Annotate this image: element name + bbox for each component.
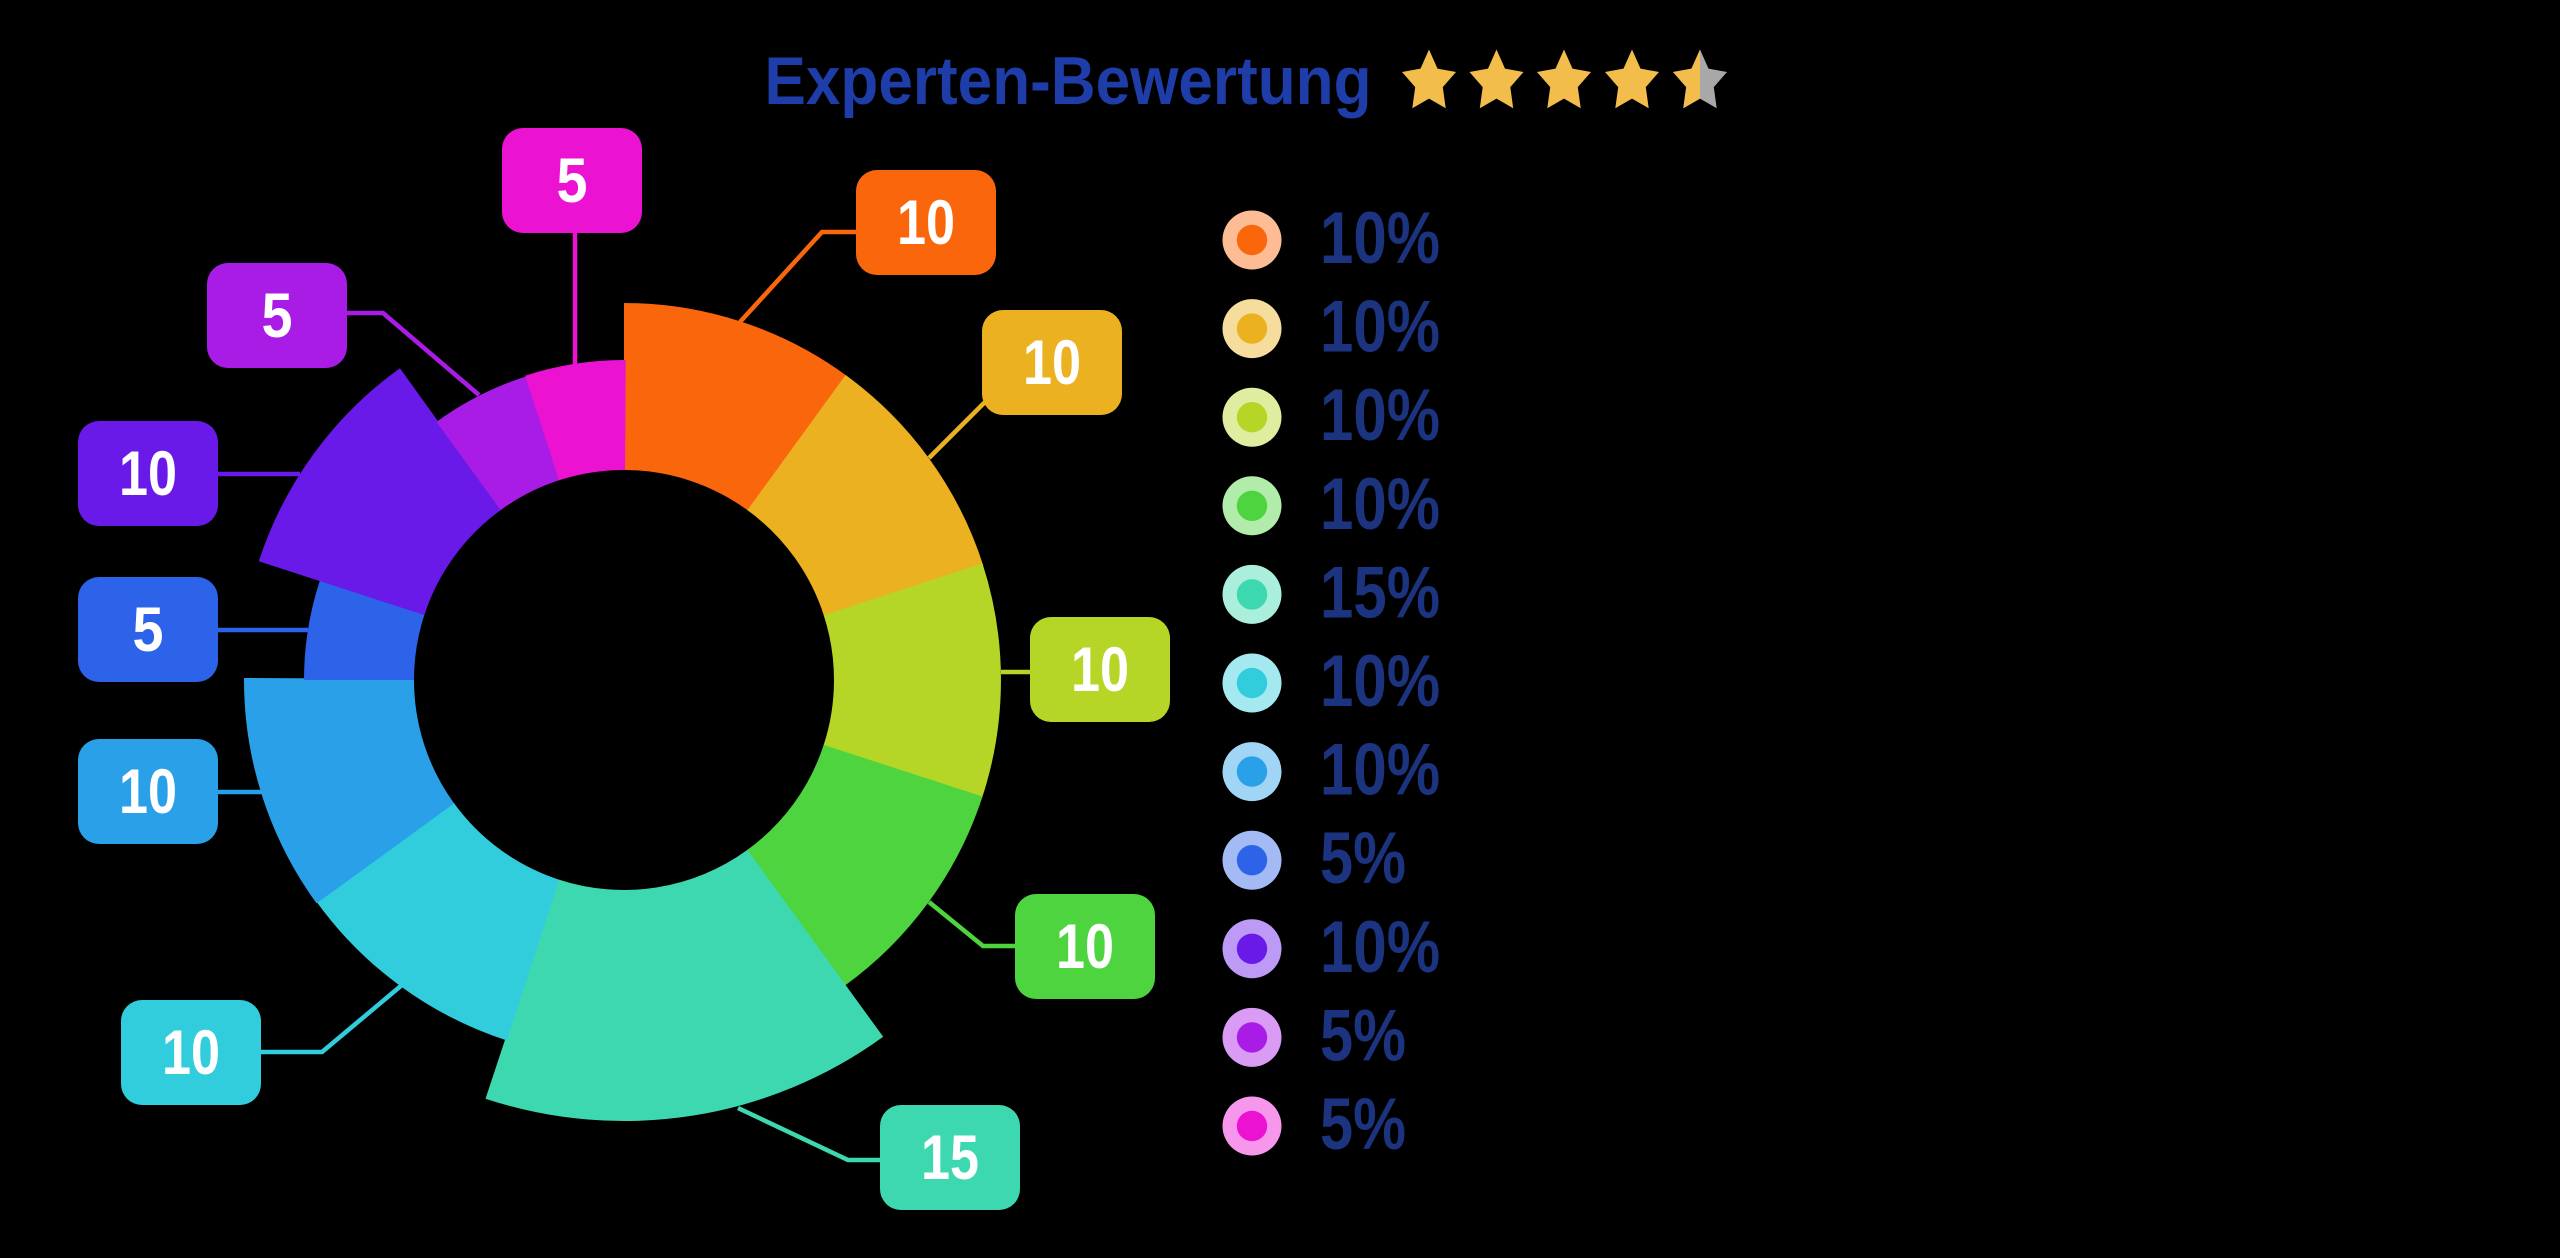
svg-text:10%: 10% bbox=[1320, 464, 1440, 545]
svg-text:Experten-Bewertung: Experten-Bewertung bbox=[765, 43, 1372, 119]
svg-text:10%: 10% bbox=[1320, 641, 1440, 722]
svg-text:5: 5 bbox=[557, 146, 588, 216]
svg-text:15: 15 bbox=[921, 1123, 979, 1193]
svg-text:10: 10 bbox=[119, 439, 177, 509]
svg-text:10: 10 bbox=[162, 1018, 220, 1088]
svg-text:10: 10 bbox=[1071, 635, 1129, 705]
svg-text:10: 10 bbox=[1056, 912, 1114, 982]
svg-text:5%: 5% bbox=[1320, 1084, 1406, 1165]
svg-text:10: 10 bbox=[897, 188, 955, 258]
svg-text:10%: 10% bbox=[1320, 198, 1440, 279]
svg-text:10%: 10% bbox=[1320, 907, 1440, 988]
svg-text:5: 5 bbox=[262, 281, 293, 351]
svg-text:10%: 10% bbox=[1320, 287, 1440, 368]
svg-text:10%: 10% bbox=[1320, 730, 1440, 811]
svg-text:10: 10 bbox=[119, 757, 177, 827]
svg-text:10%: 10% bbox=[1320, 375, 1440, 456]
svg-text:15%: 15% bbox=[1320, 552, 1440, 633]
svg-text:5%: 5% bbox=[1320, 995, 1406, 1076]
svg-text:5: 5 bbox=[133, 595, 164, 665]
svg-text:5%: 5% bbox=[1320, 818, 1406, 899]
svg-text:10: 10 bbox=[1023, 328, 1081, 398]
